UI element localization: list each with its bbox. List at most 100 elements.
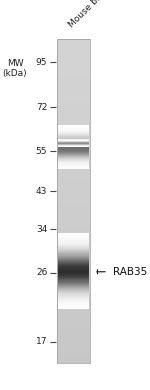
Bar xyxy=(58,306,89,307)
Bar xyxy=(58,154,89,156)
Bar xyxy=(58,266,89,268)
Bar xyxy=(58,283,89,285)
Bar xyxy=(58,270,89,272)
Bar xyxy=(58,278,89,279)
Bar xyxy=(58,269,89,271)
Bar xyxy=(58,265,89,266)
Bar xyxy=(58,234,89,235)
Bar xyxy=(58,156,89,157)
Bar xyxy=(58,248,89,249)
Bar xyxy=(58,252,89,254)
Bar xyxy=(58,142,89,143)
Text: 34: 34 xyxy=(36,225,47,234)
Bar xyxy=(58,238,89,239)
Bar xyxy=(58,153,89,155)
Text: RAB35: RAB35 xyxy=(112,267,147,277)
Bar xyxy=(58,131,89,132)
Bar xyxy=(58,273,89,275)
Bar xyxy=(58,138,89,140)
Text: 26: 26 xyxy=(36,268,47,277)
Bar xyxy=(58,254,89,255)
Bar xyxy=(58,142,89,144)
Bar xyxy=(58,305,89,307)
Bar xyxy=(58,148,89,149)
Bar xyxy=(58,302,89,303)
Bar xyxy=(58,147,89,148)
Bar xyxy=(58,145,89,146)
Bar xyxy=(58,125,89,127)
Bar xyxy=(58,259,89,261)
Bar xyxy=(58,160,89,161)
Bar xyxy=(58,276,89,277)
Bar xyxy=(58,157,89,158)
Bar xyxy=(58,273,89,274)
Bar xyxy=(58,167,89,169)
Bar xyxy=(57,39,90,363)
Bar xyxy=(58,250,89,251)
Bar xyxy=(58,290,89,291)
Bar xyxy=(58,253,89,254)
Bar xyxy=(58,246,89,248)
Bar xyxy=(58,280,89,282)
Bar xyxy=(58,294,89,296)
Bar xyxy=(58,307,89,308)
Bar xyxy=(58,237,89,238)
Bar xyxy=(58,241,89,243)
Bar xyxy=(58,257,89,259)
Bar xyxy=(58,151,89,152)
Bar xyxy=(58,140,89,142)
Bar xyxy=(58,140,89,142)
Bar xyxy=(58,244,89,246)
Bar xyxy=(58,144,89,145)
Bar xyxy=(58,285,89,287)
Bar xyxy=(58,295,89,297)
Bar xyxy=(58,145,89,146)
Bar xyxy=(58,132,89,133)
Bar xyxy=(58,165,89,167)
Bar xyxy=(58,277,89,278)
Bar xyxy=(58,150,89,152)
Bar xyxy=(58,251,89,252)
Bar xyxy=(58,242,89,244)
Bar xyxy=(58,236,89,237)
Text: 72: 72 xyxy=(36,103,47,112)
Bar xyxy=(58,129,89,131)
Bar xyxy=(58,135,89,136)
Bar xyxy=(58,259,89,260)
Bar xyxy=(58,152,89,154)
Bar xyxy=(58,271,89,273)
Text: 17: 17 xyxy=(36,337,47,346)
Bar xyxy=(58,163,89,165)
Bar xyxy=(58,164,89,166)
Bar xyxy=(58,137,89,138)
Bar xyxy=(58,262,89,263)
Bar xyxy=(58,126,89,128)
Bar xyxy=(58,146,89,147)
Bar xyxy=(58,136,89,138)
Bar xyxy=(58,264,89,265)
Bar xyxy=(58,275,89,276)
Bar xyxy=(58,297,89,299)
Bar xyxy=(58,255,89,257)
Bar xyxy=(58,146,89,147)
Bar xyxy=(58,287,89,288)
Bar xyxy=(58,287,89,289)
Text: MW
(kDa): MW (kDa) xyxy=(3,58,27,78)
Bar xyxy=(58,281,89,283)
Bar xyxy=(58,301,89,302)
Bar xyxy=(58,267,89,268)
Bar xyxy=(58,292,89,293)
Bar xyxy=(58,142,89,144)
Bar xyxy=(58,144,89,145)
Bar xyxy=(58,142,89,143)
Bar xyxy=(58,134,89,135)
Bar xyxy=(58,303,89,304)
Bar xyxy=(58,261,89,262)
Bar xyxy=(58,128,89,129)
Bar xyxy=(58,128,89,130)
Bar xyxy=(58,149,89,151)
Bar xyxy=(58,282,89,284)
Bar xyxy=(58,239,89,240)
Bar xyxy=(58,234,89,236)
Bar xyxy=(58,256,89,258)
